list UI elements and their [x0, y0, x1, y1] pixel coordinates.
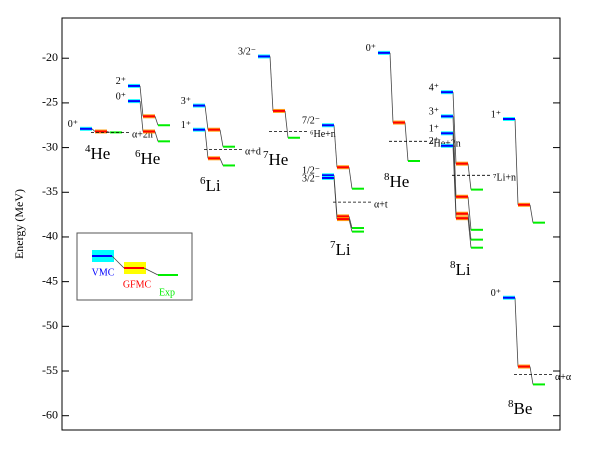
level-label: 0⁺ [116, 91, 126, 102]
y-tick-label: -45 [42, 273, 58, 287]
mass-number: 7 [330, 239, 336, 251]
mass-number: 8 [450, 259, 456, 271]
legend-label: VMC [92, 267, 115, 278]
nucleus-name: 8Be [508, 398, 532, 418]
nucleus-name: 7He [263, 149, 288, 169]
level-label: 2⁺ [429, 136, 439, 147]
mass-number: 4 [85, 143, 91, 155]
connector [467, 218, 472, 248]
connector [348, 216, 353, 229]
threshold-label: ⁷Li+n [493, 173, 516, 184]
threshold-label: α+t [374, 199, 388, 210]
connector [348, 167, 353, 189]
mass-number: 8 [384, 171, 390, 183]
level-label: 2⁺ [116, 76, 126, 87]
threshold-label: ⁶He+n [310, 129, 336, 140]
level-label: 3⁺ [429, 107, 439, 118]
nucleus-name: 8He [384, 171, 409, 191]
connector [333, 177, 338, 220]
y-tick-label: -50 [42, 318, 58, 332]
element: He [390, 172, 410, 191]
level-label: 0⁺ [491, 288, 501, 299]
element: Li [206, 176, 221, 195]
connector [467, 213, 472, 240]
level-label: 4⁺ [429, 82, 439, 93]
connector [154, 116, 159, 126]
connector [529, 204, 534, 223]
element: He [269, 150, 289, 169]
connector [91, 128, 96, 132]
connector [106, 131, 111, 133]
mass-number: 8 [508, 398, 514, 410]
connector [139, 85, 144, 117]
connector [452, 92, 457, 164]
level-label: 3/2⁻ [238, 47, 256, 58]
legend-label: Exp [159, 287, 175, 298]
connector [514, 297, 519, 367]
y-tick-label: -20 [42, 50, 58, 64]
legend-connector [143, 267, 159, 276]
level-label: 1/2⁻ [302, 166, 320, 177]
connector [452, 116, 457, 197]
level-label: 3/2⁻ [302, 173, 320, 184]
connector [269, 56, 274, 111]
y-tick-label: -30 [42, 139, 58, 153]
element: He [141, 149, 161, 168]
legend-connector [111, 255, 125, 269]
level-label: 0⁺ [68, 119, 78, 130]
level-label: 0⁺ [366, 43, 376, 54]
threshold-label: α+2n [132, 130, 153, 141]
connector [467, 196, 472, 230]
y-tick-label: -40 [42, 229, 58, 243]
mass-number: 6 [135, 148, 141, 160]
y-axis-label: Energy (MeV) [12, 189, 26, 259]
connector [219, 129, 224, 147]
connector [452, 145, 457, 219]
level-label: 1⁺ [491, 109, 501, 120]
connector [154, 131, 159, 142]
element: Li [456, 260, 471, 279]
connector [348, 218, 353, 232]
level-label: 3⁺ [181, 96, 191, 107]
element: Li [336, 240, 351, 259]
connector [204, 129, 209, 159]
nucleus-name: 7Li [330, 239, 351, 259]
mass-number: 7 [263, 149, 269, 161]
connector [333, 125, 338, 168]
connector [219, 158, 224, 166]
y-tick-label: -35 [42, 184, 58, 198]
nucleus-name: 6Li [200, 175, 221, 195]
nucleus-name: 6He [135, 148, 160, 168]
mass-number: 6 [200, 175, 206, 187]
connector [284, 110, 289, 138]
level-label: 7/2⁻ [302, 116, 320, 127]
y-tick-label: -60 [42, 407, 58, 421]
legend-label: GFMC [123, 279, 152, 290]
connector [467, 163, 472, 190]
connector [514, 118, 519, 205]
threshold-label: α+α [555, 372, 572, 383]
connector [204, 105, 209, 130]
element: He [91, 144, 111, 163]
plot-frame [61, 17, 561, 431]
y-tick-label: -55 [42, 363, 58, 377]
element: Be [514, 399, 533, 418]
level-label: 1⁺ [181, 120, 191, 131]
threshold-label: α+d [245, 147, 261, 158]
connector [389, 52, 394, 123]
connector [139, 101, 144, 132]
nucleus-name: 8Li [450, 259, 471, 279]
level-label: 1⁺ [429, 124, 439, 135]
connector [529, 366, 534, 385]
nucleus-name: 4He [85, 143, 110, 163]
y-tick-label: -25 [42, 95, 58, 109]
connector [404, 122, 409, 162]
